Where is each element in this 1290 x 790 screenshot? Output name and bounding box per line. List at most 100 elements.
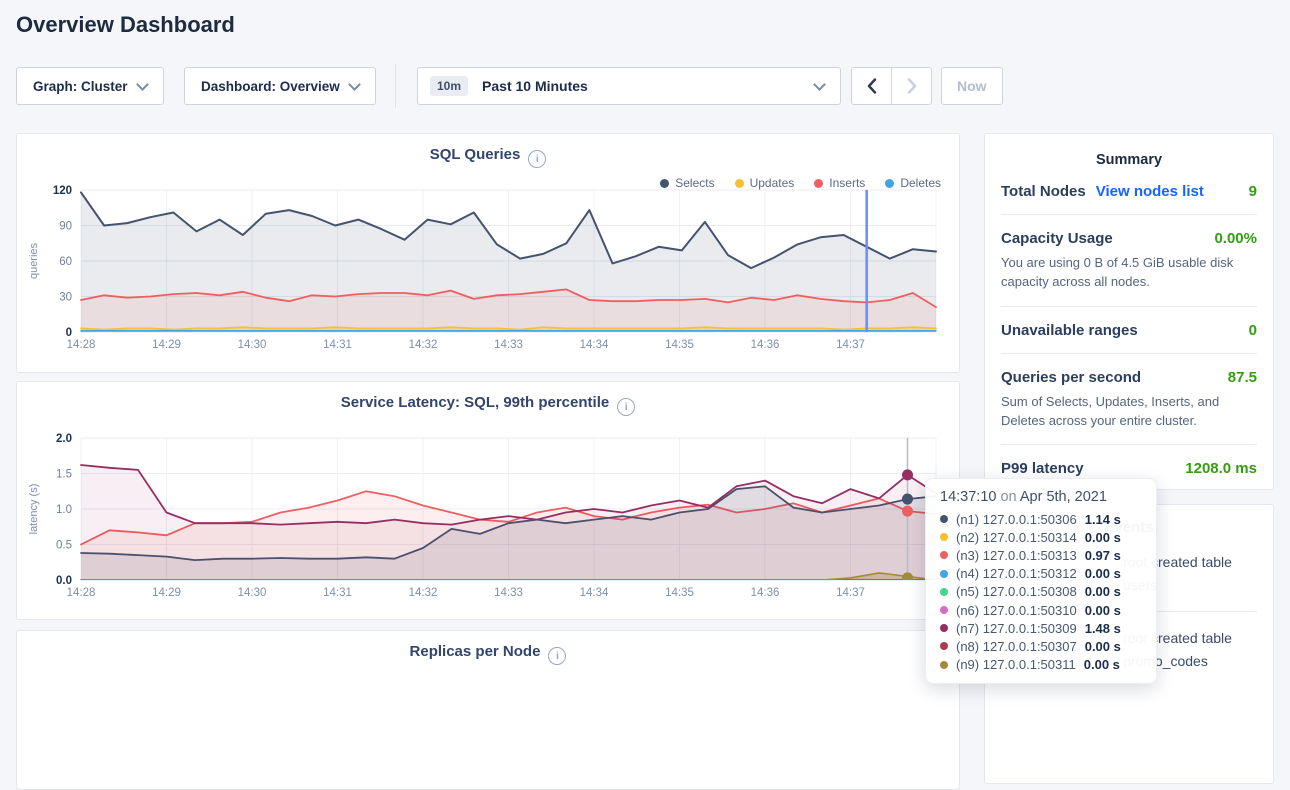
svg-text:14:37: 14:37 <box>836 339 865 351</box>
chevron-left-icon <box>867 78 876 94</box>
summary-row-value: 0.00% <box>1214 230 1257 247</box>
info-icon[interactable]: i <box>528 150 547 168</box>
svg-text:30: 30 <box>59 292 72 304</box>
dashboard-dropdown-label: Dashboard: Overview <box>201 78 340 94</box>
svg-text:1.5: 1.5 <box>56 469 72 481</box>
series-dot-icon <box>940 551 948 560</box>
summary-row-label: Queries per second <box>1001 368 1142 386</box>
svg-text:14:31: 14:31 <box>323 339 352 351</box>
legend-item-updates[interactable]: Updates <box>734 176 794 190</box>
svg-text:14:36: 14:36 <box>751 339 780 351</box>
tooltip-row: (n8) 127.0.0.1:50307 0.00 s <box>940 637 1142 655</box>
summary-row-value: 9 <box>1248 183 1257 200</box>
summary-row-value: 87.5 <box>1227 368 1257 386</box>
series-dot-icon <box>940 587 948 596</box>
svg-text:2.0: 2.0 <box>56 433 72 445</box>
summary-row-value: 0 <box>1248 321 1257 339</box>
summary-row-description: You are using 0 B of 4.5 GiB usable disk… <box>1001 255 1234 289</box>
info-icon[interactable]: i <box>617 398 636 416</box>
summary-row-label: P99 latency <box>1001 460 1084 478</box>
replicas-per-node-title: Replicas per Node i <box>17 643 959 665</box>
svg-text:queries: queries <box>28 242 40 279</box>
sql-queries-chart[interactable]: 0 30 60 90 120 queries 14:28 14:29 14:30 14:31 14:… <box>17 184 959 356</box>
series-dot-icon <box>940 515 948 524</box>
divider <box>395 64 396 108</box>
time-prev-button[interactable] <box>851 67 892 105</box>
svg-text:14:37: 14:37 <box>836 587 865 599</box>
svg-text:14:33: 14:33 <box>494 339 523 351</box>
legend-dot-icon <box>885 178 895 188</box>
svg-text:14:31: 14:31 <box>323 587 352 599</box>
svg-text:60: 60 <box>59 256 72 268</box>
svg-text:14:32: 14:32 <box>409 339 438 351</box>
sql-queries-card: SQL Queries i Selects Updates Inserts Delete… <box>16 133 960 373</box>
summary-title: Summary <box>1095 152 1163 168</box>
summary-row-label: Capacity Usage <box>1001 230 1113 247</box>
chevron-right-icon <box>907 78 916 94</box>
time-range-badge: 10m <box>430 76 469 96</box>
svg-text:14:28: 14:28 <box>67 339 96 351</box>
svg-text:0.5: 0.5 <box>56 540 72 552</box>
svg-text:14:34: 14:34 <box>580 587 609 599</box>
svg-text:120: 120 <box>53 185 72 197</box>
time-range-label: Past 10 Minutes <box>482 78 588 94</box>
legend-item-inserts[interactable]: Inserts <box>814 176 865 190</box>
view-nodes-list-link[interactable]: View nodes list <box>1095 183 1204 200</box>
graph-dropdown-label: Graph: Cluster <box>33 78 128 94</box>
summary-row: Total Nodes View nodes list 9 <box>1001 168 1257 215</box>
sql-queries-title: SQL Queries i <box>17 146 959 168</box>
summary-row: Queries per second 87.5 Sum of Selects, Up… <box>1001 354 1257 446</box>
series-dot-icon <box>940 642 948 651</box>
summary-row: P99 latency 1208.0 ms <box>1001 445 1257 491</box>
chart-hover-tooltip: 14:37:10 on Apr 5th, 2021 (n1) 127.0.0.1… <box>925 478 1157 684</box>
tooltip-row: (n1) 127.0.0.1:50306 1.14 s <box>940 510 1142 528</box>
chevron-down-icon <box>347 77 361 91</box>
legend-dot-icon <box>734 178 744 188</box>
info-icon[interactable]: i <box>548 647 567 665</box>
series-dot-icon <box>940 660 948 669</box>
summary-row: Capacity Usage 0.00% You are using 0 B of … <box>1001 215 1257 307</box>
svg-text:14:29: 14:29 <box>152 587 181 599</box>
series-dot-icon <box>940 533 948 542</box>
svg-text:14:35: 14:35 <box>665 339 694 351</box>
summary-row-label: Unavailable ranges <box>1001 321 1138 339</box>
replicas-per-node-card: Replicas per Node i <box>16 630 960 790</box>
svg-text:14:28: 14:28 <box>67 587 96 599</box>
graph-dropdown[interactable]: Graph: Cluster <box>16 67 164 105</box>
sql-queries-legend: Selects Updates Inserts Deletes <box>660 176 941 190</box>
chevron-down-icon <box>135 77 149 91</box>
summary-rows: Total Nodes View nodes list 9 Capacity Usag… <box>1001 168 1257 491</box>
summary-row-label: Total Nodes <box>1001 183 1086 200</box>
service-latency-chart[interactable]: 0.0 0.5 1.0 1.5 2.0 latency (s) 14:28 14:29 14:3… <box>17 432 959 604</box>
svg-text:14:29: 14:29 <box>152 339 181 351</box>
svg-text:14:36: 14:36 <box>751 587 780 599</box>
tooltip-timestamp: 14:37:10 on Apr 5th, 2021 <box>940 489 1107 505</box>
service-latency-card: Service Latency: SQL, 99th percentile i 0… <box>16 381 960 620</box>
series-dot-icon <box>940 606 948 615</box>
chevron-down-icon <box>813 77 826 91</box>
svg-text:14:34: 14:34 <box>580 339 609 351</box>
summary-row-description: Sum of Selects, Updates, Inserts, and De… <box>1001 393 1220 428</box>
svg-text:14:32: 14:32 <box>409 587 438 599</box>
dashboard-dropdown[interactable]: Dashboard: Overview <box>184 67 376 105</box>
tooltip-row: (n4) 127.0.0.1:50312 0.00 s <box>940 565 1142 583</box>
svg-text:latency (s): latency (s) <box>28 484 40 535</box>
svg-text:0: 0 <box>66 327 72 339</box>
tooltip-row: (n3) 127.0.0.1:50313 0.97 s <box>940 546 1142 564</box>
legend-item-selects[interactable]: Selects <box>660 176 715 190</box>
time-range-dropdown[interactable]: 10m Past 10 Minutes <box>417 67 841 105</box>
svg-text:14:30: 14:30 <box>238 587 267 599</box>
time-next-button[interactable] <box>891 67 932 105</box>
service-latency-title: Service Latency: SQL, 99th percentile i <box>17 394 959 416</box>
svg-text:14:30: 14:30 <box>238 339 267 351</box>
svg-text:0.0: 0.0 <box>56 575 72 587</box>
now-button[interactable]: Now <box>941 67 1003 105</box>
summary-row: Unavailable ranges 0 <box>1001 307 1257 354</box>
tooltip-row: (n7) 127.0.0.1:50309 1.48 s <box>940 619 1142 637</box>
tooltip-row: (n9) 127.0.0.1:50311 0.00 s <box>940 656 1142 674</box>
svg-text:14:35: 14:35 <box>665 587 694 599</box>
summary-row-value: 1208.0 ms <box>1185 460 1257 478</box>
legend-item-deletes[interactable]: Deletes <box>885 176 941 190</box>
legend-dot-icon <box>660 178 670 188</box>
svg-text:90: 90 <box>59 221 72 233</box>
